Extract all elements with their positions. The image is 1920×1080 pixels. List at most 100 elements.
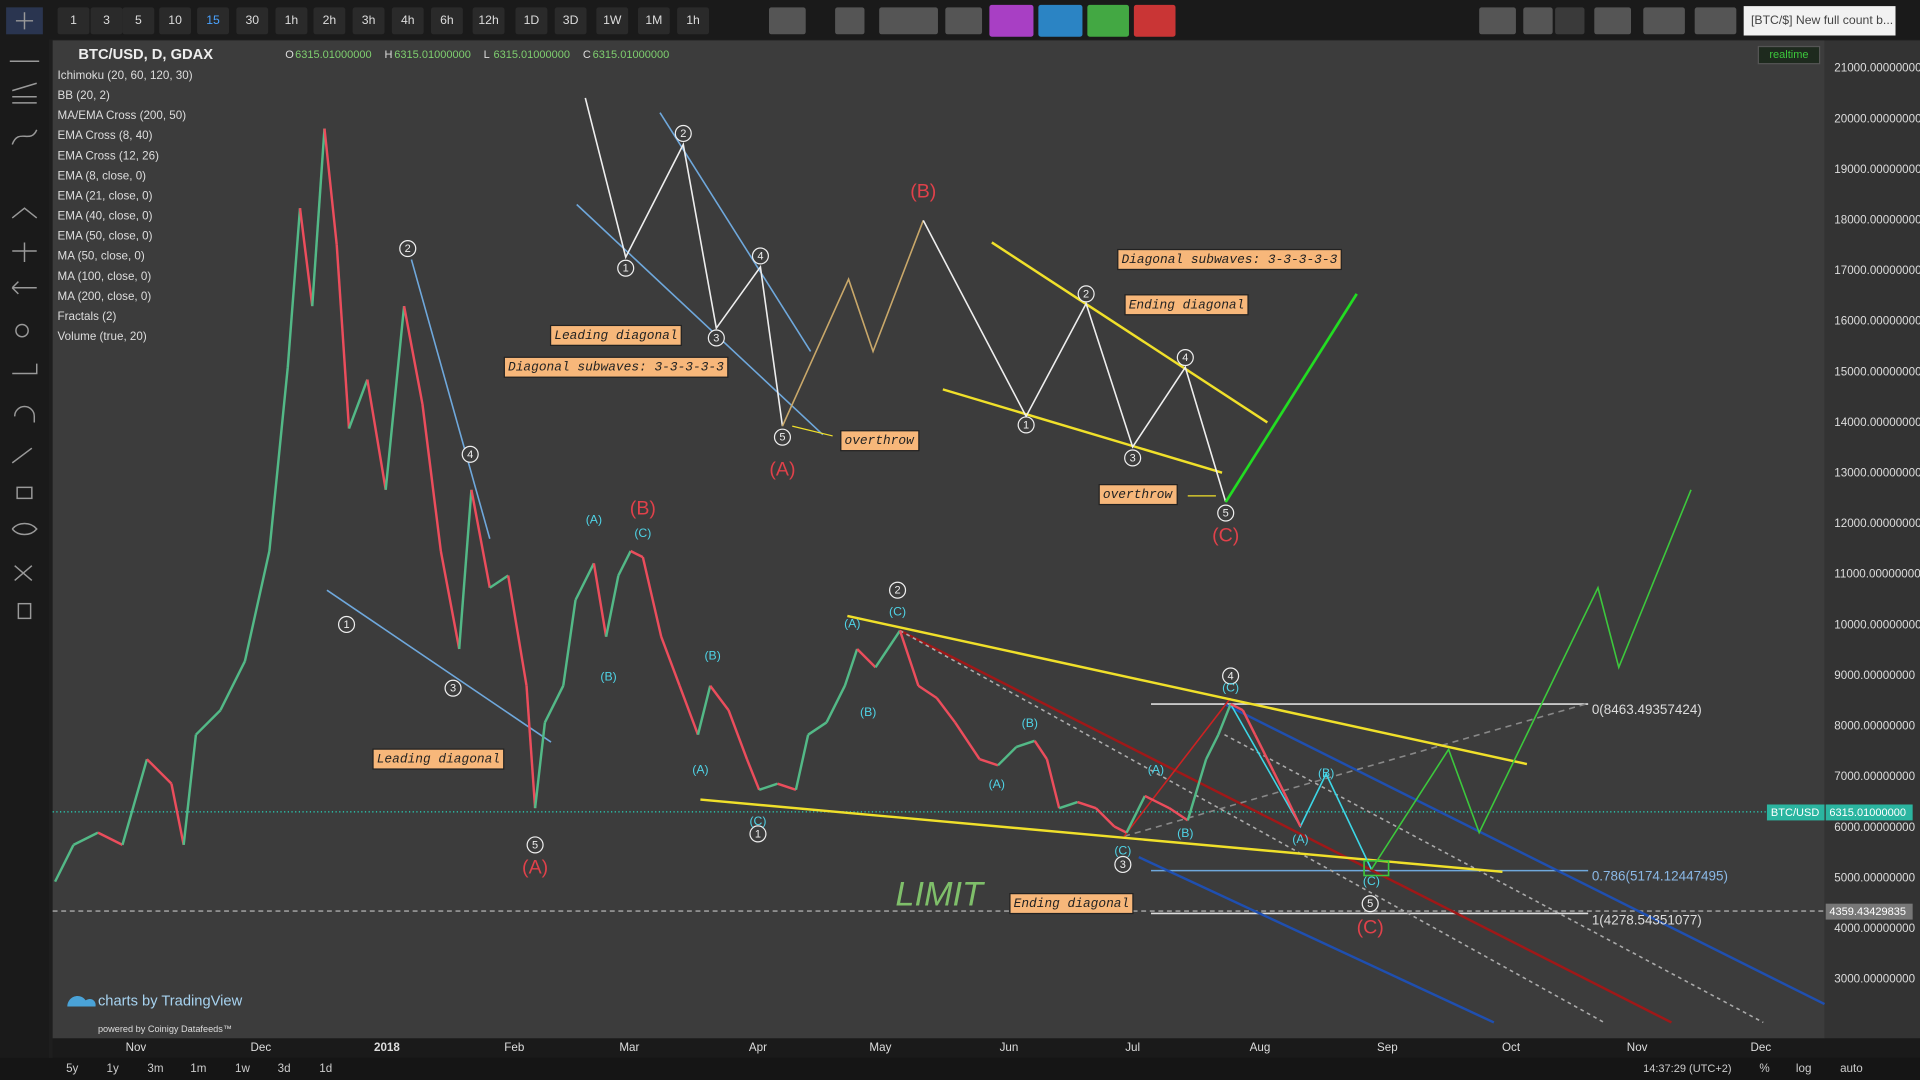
interval-button-bg[interactable] <box>57 7 90 35</box>
plugin-button[interactable] <box>989 4 1034 37</box>
compare-button[interactable] <box>945 7 983 35</box>
interval-button[interactable]: 3D <box>563 13 579 27</box>
interval-button[interactable]: 10 <box>168 13 182 27</box>
interval-button-bg[interactable] <box>159 7 192 35</box>
wave-number: 3 <box>1120 859 1126 871</box>
time-label: Nov <box>126 1041 147 1054</box>
interval-button-bg[interactable] <box>197 7 229 35</box>
interval-button-bg[interactable] <box>677 7 709 35</box>
price-segment <box>807 721 828 736</box>
wave-label-cyan: (A) <box>586 513 602 527</box>
price-segment <box>727 709 749 760</box>
interval-button-bg[interactable] <box>596 7 629 35</box>
search-box[interactable] <box>1743 6 1896 36</box>
interval-button-bg[interactable] <box>275 7 308 35</box>
price-label: 14000.00000000 <box>1834 416 1920 429</box>
price-segment <box>1241 709 1257 736</box>
yellow-lines <box>700 241 1528 874</box>
price-segment <box>1125 795 1146 834</box>
wave-label-cyan: (C) <box>1114 843 1131 857</box>
wave-circle <box>1222 667 1240 685</box>
time-label: Oct <box>1502 1041 1521 1054</box>
wave-circle <box>1114 855 1132 874</box>
load-button[interactable] <box>1643 7 1685 35</box>
snapshot-button[interactable] <box>1594 7 1632 35</box>
interval-button[interactable]: 1h <box>686 13 700 27</box>
time-label: Jul <box>1125 1041 1140 1054</box>
interval-button[interactable]: 15 <box>206 13 220 27</box>
interval-button-bg[interactable] <box>431 7 463 35</box>
alert-button[interactable] <box>1038 4 1083 37</box>
range-button[interactable]: 1w <box>235 1062 250 1075</box>
save-button[interactable] <box>1694 7 1737 35</box>
price-segment <box>1033 740 1048 760</box>
price-segment <box>660 636 681 687</box>
range-button[interactable]: 5y <box>66 1062 78 1075</box>
indicators-button[interactable] <box>879 7 938 35</box>
interval-button[interactable]: 1 <box>70 13 77 27</box>
interval-button-bg[interactable] <box>637 7 670 35</box>
interval-button-bg[interactable] <box>391 7 424 35</box>
interval-button[interactable]: 6h <box>440 13 454 27</box>
wave-circle <box>888 581 907 599</box>
price-segment <box>335 244 351 429</box>
price-segment <box>489 574 509 589</box>
range-button[interactable]: 3d <box>278 1062 291 1075</box>
wave-circle <box>1077 285 1095 303</box>
interval-button[interactable]: 1M <box>645 13 662 27</box>
price-segment <box>843 648 859 687</box>
magnet-icon <box>13 405 36 423</box>
interval-button[interactable]: 12h <box>478 13 499 27</box>
remove-tools-icon <box>14 565 33 581</box>
interval-button-bg[interactable] <box>515 7 548 35</box>
price-segment <box>825 685 846 723</box>
sell-button[interactable] <box>1133 4 1176 37</box>
range-button[interactable]: 1d <box>319 1062 332 1075</box>
ohlc-key: O <box>285 49 294 61</box>
note-text: Leading diagonal <box>554 328 677 343</box>
interval-button[interactable]: 4h <box>401 13 415 27</box>
interval-button-bg[interactable] <box>236 7 269 35</box>
dashed-line <box>1123 703 1586 838</box>
price-segment <box>898 630 920 687</box>
log-button[interactable]: log <box>1796 1062 1812 1075</box>
interval-button-bg[interactable] <box>352 7 385 35</box>
percent-button[interactable]: % <box>1759 1062 1769 1075</box>
interval-button[interactable]: 1h <box>285 13 299 27</box>
fib-label: 0.786(5174.12447495) <box>1592 868 1728 883</box>
interval-button-bg[interactable] <box>90 7 123 35</box>
interval-button[interactable]: 30 <box>245 13 259 27</box>
indicator-entry: Ichimoku (20, 60, 120, 30) <box>58 69 193 82</box>
interval-button-bg[interactable] <box>313 7 346 35</box>
fullscreen-button[interactable] <box>1479 7 1516 35</box>
undo-button[interactable] <box>1523 7 1553 35</box>
wave-number: 5 <box>779 432 785 444</box>
interval-button[interactable]: 5 <box>135 13 142 27</box>
settings-button[interactable] <box>835 7 865 35</box>
brush-icon <box>11 129 38 145</box>
interval-button-bg[interactable] <box>472 7 505 35</box>
interval-button[interactable]: 3 <box>103 13 110 27</box>
redo-button[interactable] <box>1555 7 1585 35</box>
level-price-bg <box>1825 903 1913 920</box>
range-button[interactable]: 1m <box>190 1062 206 1075</box>
auto-button[interactable]: auto <box>1840 1062 1863 1075</box>
note-text: Leading diagonal <box>377 752 500 767</box>
price-segment <box>1058 800 1078 810</box>
price-segment <box>1077 800 1097 810</box>
interval-button-bg[interactable] <box>554 7 587 35</box>
note-box <box>503 356 729 378</box>
interval-button[interactable]: 1D <box>524 13 540 27</box>
interval-button-bg[interactable] <box>122 7 155 35</box>
buy-button[interactable] <box>1087 4 1129 37</box>
interval-button[interactable]: 1W <box>603 13 622 27</box>
interval-button[interactable]: 2h <box>323 13 337 27</box>
wave-number: 5 <box>1367 898 1373 910</box>
price-label: 11000.00000000 <box>1834 568 1920 581</box>
range-button[interactable]: 1y <box>107 1062 119 1075</box>
indicator-entry: MA (50, close, 0) <box>58 250 145 263</box>
chart-style-button[interactable] <box>768 7 806 35</box>
price-segment <box>1095 807 1116 828</box>
interval-button[interactable]: 3h <box>362 13 376 27</box>
range-button[interactable]: 3m <box>147 1062 163 1075</box>
